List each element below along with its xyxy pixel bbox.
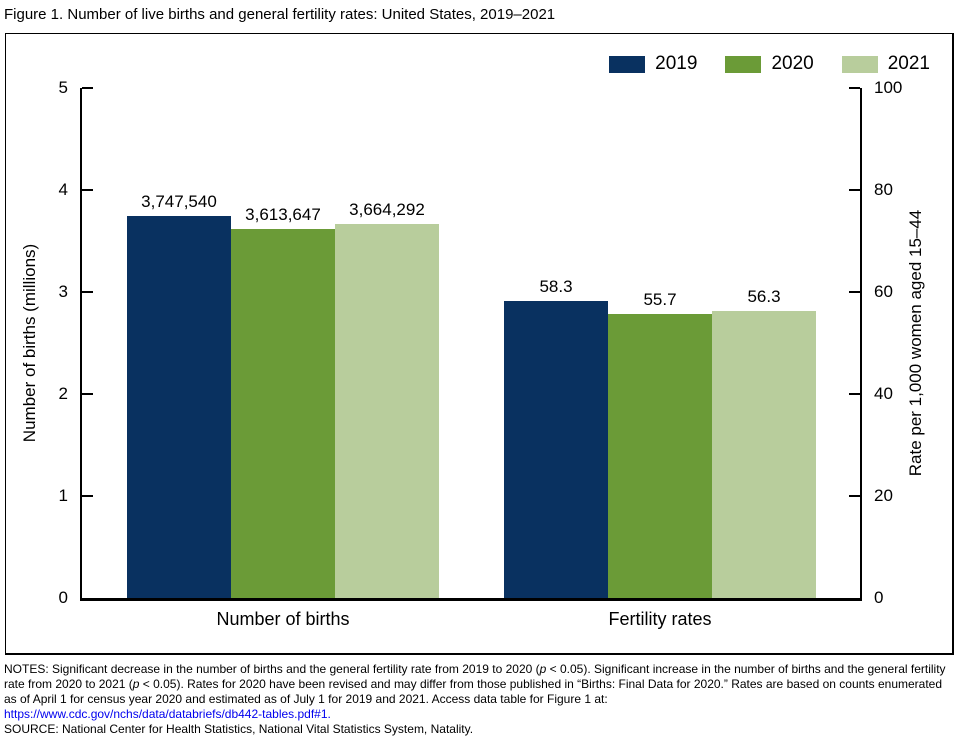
category-label-rates: Fertility rates <box>608 609 712 629</box>
bar-value-label-2019-births: 3,747,540 <box>141 192 217 211</box>
right-axis-tick-label: 100 <box>874 78 903 97</box>
bar-2021-births <box>335 224 439 598</box>
bar-2019-births <box>127 216 231 598</box>
bar-value-label-2019-rates: 58.3 <box>539 277 573 296</box>
notes-segment: < 0.05). Significant increase in the num… <box>4 662 946 691</box>
notes-segment: < 0.05). Rates for 2020 have been revise… <box>4 677 943 706</box>
data-table-link[interactable]: https://www.cdc.gov/nchs/data/databriefs… <box>4 707 331 721</box>
left-axis-tick <box>82 495 93 497</box>
legend-swatch-2021-icon <box>841 55 878 73</box>
right-axis-tick-label: 40 <box>874 384 893 403</box>
right-axis-tick <box>849 495 860 497</box>
left-axis-tick-label: 4 <box>58 180 68 199</box>
legend-item-2020: 2020 <box>725 53 814 75</box>
left-axis-tick <box>82 393 93 395</box>
chart-frame: 2019 2020 2021 Number of births (million… <box>5 33 954 655</box>
notes-link-line: https://www.cdc.gov/nchs/data/databriefs… <box>4 707 956 722</box>
right-axis-tick-label: 0 <box>874 588 884 607</box>
legend-swatch-2019-icon <box>609 55 646 73</box>
figure-title: Figure 1. Number of live births and gene… <box>4 6 556 23</box>
right-axis-tick-label: 20 <box>874 486 893 505</box>
right-axis-tick <box>849 393 860 395</box>
bar-2019-rates <box>504 301 608 598</box>
right-axis-tick <box>849 87 860 89</box>
notes-segment-italic-p: p <box>132 677 140 691</box>
left-axis-tick-label: 5 <box>58 78 68 97</box>
left-axis-tick-label: 2 <box>58 384 68 403</box>
legend: 2019 2020 2021 <box>609 53 930 75</box>
legend-label-2019: 2019 <box>655 53 698 74</box>
right-axis-tick-label: 80 <box>874 180 893 199</box>
bar-2021-rates <box>712 311 816 598</box>
right-axis-tick <box>849 291 860 293</box>
left-axis-tick-label: 3 <box>58 282 68 301</box>
left-axis-tick-label: 1 <box>58 486 68 505</box>
left-axis-title: Number of births (millions) <box>20 243 39 443</box>
bar-value-label-2021-births: 3,664,292 <box>349 200 425 219</box>
left-axis-tick <box>82 291 93 293</box>
bar-value-label-2021-rates: 56.3 <box>747 287 781 306</box>
category-label-births: Number of births <box>216 609 350 629</box>
left-axis-tick <box>82 189 93 191</box>
notes-segment-italic-p: p <box>539 662 547 676</box>
notes-source: SOURCE: National Center for Health Stati… <box>4 722 474 736</box>
legend-item-2019: 2019 <box>609 53 697 75</box>
notes-text: NOTES: Significant decrease in the numbe… <box>4 662 956 707</box>
plot-area: Number of births (millions) Rate per 1,0… <box>20 78 925 629</box>
right-axis-title: Rate per 1,000 women aged 15–44 <box>906 209 925 477</box>
left-axis-tick-label: 0 <box>58 588 68 607</box>
notes: NOTES: Significant decrease in the numbe… <box>4 662 956 737</box>
bar-value-label-2020-births: 3,613,647 <box>245 205 321 224</box>
legend-label-2020: 2020 <box>771 53 814 74</box>
legend-item-2021: 2021 <box>841 53 930 75</box>
bar-2020-births <box>231 229 335 598</box>
bar-value-label-2020-rates: 55.7 <box>643 290 677 309</box>
bar-2020-rates <box>608 314 712 598</box>
right-axis-tick-label: 60 <box>874 282 893 301</box>
left-axis-tick <box>82 87 93 89</box>
legend-swatch-2020-icon <box>725 55 762 73</box>
notes-segment: NOTES: Significant decrease in the numbe… <box>4 662 540 676</box>
right-axis-tick <box>849 189 860 191</box>
legend-label-2021: 2021 <box>887 53 930 74</box>
